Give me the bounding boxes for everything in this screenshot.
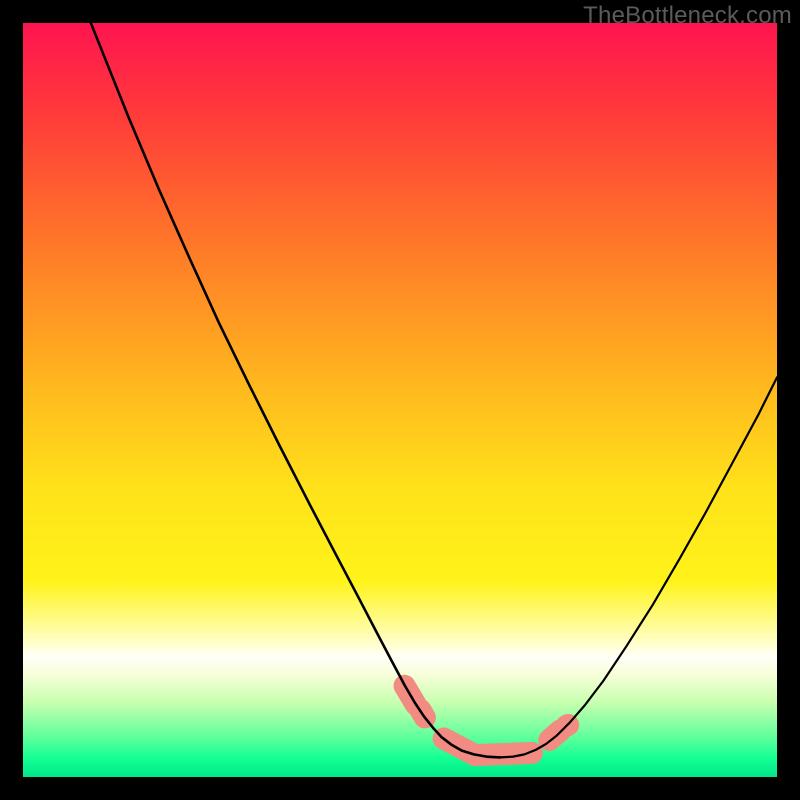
chart-svg (23, 23, 777, 777)
watermark-text: TheBottleneck.com (583, 2, 792, 30)
chart-plot-area (23, 23, 777, 777)
